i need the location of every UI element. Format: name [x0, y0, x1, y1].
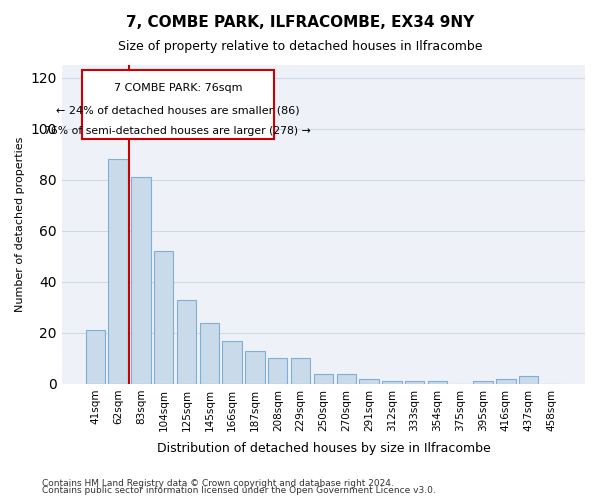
Bar — [519, 376, 538, 384]
Bar — [223, 340, 242, 384]
Bar — [314, 374, 333, 384]
Bar — [177, 300, 196, 384]
Text: 7, COMBE PARK, ILFRACOMBE, EX34 9NY: 7, COMBE PARK, ILFRACOMBE, EX34 9NY — [126, 15, 474, 30]
Text: ← 24% of detached houses are smaller (86): ← 24% of detached houses are smaller (86… — [56, 106, 299, 116]
Bar — [200, 322, 219, 384]
Text: Contains HM Land Registry data © Crown copyright and database right 2024.: Contains HM Land Registry data © Crown c… — [42, 478, 394, 488]
Bar — [131, 178, 151, 384]
Bar — [473, 382, 493, 384]
Text: 7 COMBE PARK: 76sqm: 7 COMBE PARK: 76sqm — [113, 83, 242, 93]
Bar — [154, 251, 173, 384]
Bar — [109, 160, 128, 384]
Bar — [428, 382, 447, 384]
Bar — [268, 358, 287, 384]
X-axis label: Distribution of detached houses by size in Ilfracombe: Distribution of detached houses by size … — [157, 442, 490, 455]
Text: 76% of semi-detached houses are larger (278) →: 76% of semi-detached houses are larger (… — [44, 126, 311, 136]
Bar — [291, 358, 310, 384]
Bar — [405, 382, 424, 384]
Bar — [382, 382, 401, 384]
Bar — [359, 379, 379, 384]
Bar — [245, 350, 265, 384]
Text: Size of property relative to detached houses in Ilfracombe: Size of property relative to detached ho… — [118, 40, 482, 53]
Bar — [86, 330, 105, 384]
Y-axis label: Number of detached properties: Number of detached properties — [15, 137, 25, 312]
Bar — [496, 379, 515, 384]
Text: Contains public sector information licensed under the Open Government Licence v3: Contains public sector information licen… — [42, 486, 436, 495]
Bar — [337, 374, 356, 384]
FancyBboxPatch shape — [82, 70, 274, 139]
